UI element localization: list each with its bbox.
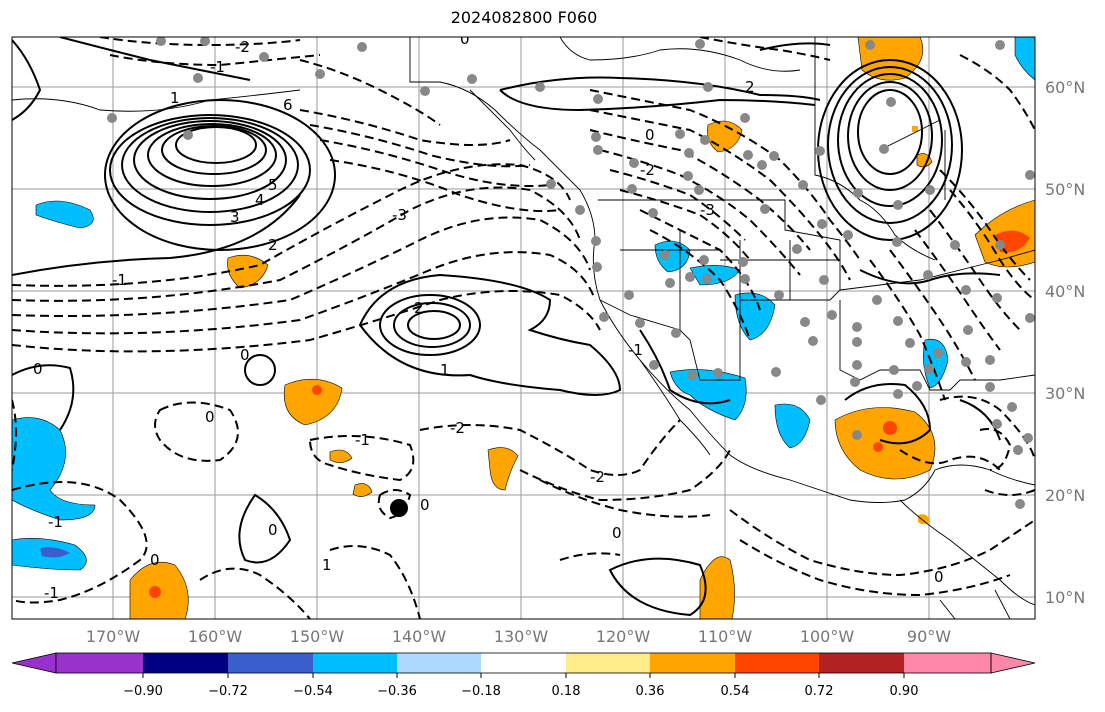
colorbar-seg-10 <box>819 653 904 673</box>
lon-label-110: 110°W <box>698 627 753 646</box>
contour-label: -3 <box>700 201 715 219</box>
colorbar-seg-1 <box>56 653 143 673</box>
contour-label: 0 <box>33 360 43 378</box>
contour-label: 5 <box>268 176 278 194</box>
contour-label: -1 <box>210 58 225 76</box>
colorbar: −0.90 −0.72 −0.54 −0.36 −0.18 0.18 0.36 … <box>11 652 1036 699</box>
lon-label-150: 150°W <box>290 627 345 646</box>
contour-label: 0 <box>268 521 278 539</box>
lat-label-10: 10°N <box>1045 588 1085 607</box>
contour-label: -2 <box>235 38 250 56</box>
map-title: 2024082800 F060 <box>450 8 598 27</box>
longitude-labels: 170°W 160°W 150°W 140°W 130°W 120°W 110°… <box>86 627 951 646</box>
contour-label: -1 <box>48 513 63 531</box>
lat-label-50: 50°N <box>1045 180 1085 199</box>
colorbar-tick-label: −0.18 <box>461 684 501 699</box>
contour-label: 2 <box>414 299 424 317</box>
contour-label: 1 <box>322 556 332 574</box>
contour-label: 2 <box>268 236 278 254</box>
contour-label: 0 <box>150 551 160 569</box>
colorbar-seg-7 <box>566 653 650 673</box>
lat-label-60: 60°N <box>1045 78 1085 97</box>
contour-label: 0 <box>420 496 430 514</box>
colorbar-tick-label: 0.54 <box>721 684 750 699</box>
contour-label: 0 <box>205 408 215 426</box>
station-dots <box>107 37 1035 509</box>
colorbar-tick-label: 0.18 <box>552 684 581 699</box>
colorbar-seg-8 <box>650 653 735 673</box>
colorbar-tick-label: −0.36 <box>377 684 417 699</box>
lon-label-100: 100°W <box>800 627 855 646</box>
contour-label: -1 <box>112 271 127 289</box>
contour-label: -2 <box>590 468 605 486</box>
colorbar-tick-label: −0.72 <box>208 684 248 699</box>
colorbar-tick-label: −0.90 <box>123 684 163 699</box>
contour-label: 1 <box>440 361 450 379</box>
colorbar-seg-4 <box>313 653 397 673</box>
colorbar-seg-9 <box>735 653 819 673</box>
latitude-labels: 60°N 50°N 40°N 30°N 20°N 10°N <box>1045 78 1085 607</box>
lon-label-130: 130°W <box>494 627 549 646</box>
colorbar-seg-2 <box>143 653 228 673</box>
colorbar-tick-label: −0.54 <box>293 684 333 699</box>
colorbar-seg-3 <box>228 653 313 673</box>
lon-label-160: 160°W <box>188 627 243 646</box>
contour-label: 2 <box>745 78 755 96</box>
contour-label: -2 <box>450 419 465 437</box>
dashed-contours <box>12 37 1035 619</box>
contour-label: 1 <box>170 89 180 107</box>
lat-label-30: 30°N <box>1045 384 1085 403</box>
colorbar-seg-11 <box>904 653 991 673</box>
lon-label-120: 120°W <box>596 627 651 646</box>
lon-label-90: 90°W <box>907 627 951 646</box>
contour-label: 0 <box>612 524 622 542</box>
contour-labels: -2 -1 0 2 1 3 4 5 6 -3 2 -1 2 0 1 -3 -2 … <box>33 30 944 602</box>
colorbar-seg-5 <box>397 653 481 673</box>
contour-label: 0 <box>645 126 655 144</box>
lon-label-170: 170°W <box>86 627 141 646</box>
contour-label: -1 <box>44 584 59 602</box>
contour-label: -1 <box>355 431 370 449</box>
contour-label: 4 <box>255 191 265 209</box>
contour-label: 0 <box>934 568 944 586</box>
shaded-anomalies <box>12 37 1035 619</box>
lon-label-140: 140°W <box>392 627 447 646</box>
colorbar-tick-label: 0.72 <box>805 684 834 699</box>
colorbar-tick-label: 0.90 <box>890 684 919 699</box>
solid-contours <box>12 37 1001 617</box>
contour-label: 0 <box>460 30 470 48</box>
colorbar-extend-right <box>990 652 1036 674</box>
lat-label-20: 20°N <box>1045 486 1085 505</box>
center-marker <box>390 499 408 517</box>
colorbar-extend-left <box>11 652 57 674</box>
contour-label: 0 <box>240 346 250 364</box>
contour-label: 6 <box>283 96 293 114</box>
contour-label: 3 <box>230 208 240 226</box>
contour-label: -2 <box>640 161 655 179</box>
colorbar-tick-label: 0.36 <box>636 684 665 699</box>
lat-label-40: 40°N <box>1045 282 1085 301</box>
contour-label: -3 <box>392 206 407 224</box>
colorbar-seg-6 <box>481 653 566 673</box>
contour-label: -1 <box>628 341 643 359</box>
